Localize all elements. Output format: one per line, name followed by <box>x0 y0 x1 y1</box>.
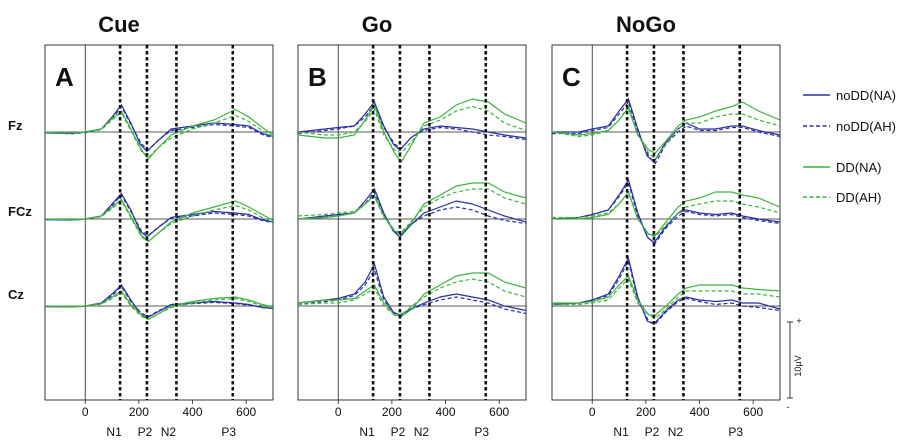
panel-a <box>44 44 274 404</box>
waveform-cz-nodd-na <box>297 262 527 316</box>
scale-bar-label: 10µV <box>793 355 803 376</box>
waveform-fcz-nodd-ah <box>297 190 527 237</box>
component-label-p3: P3 <box>221 425 236 439</box>
panel-title-a: Cue <box>98 12 140 37</box>
waveform-cz-dd-ah <box>552 277 781 319</box>
legend: noDD(NA) noDD(AH) DD(NA) DD(AH) <box>803 88 896 205</box>
component-label-n2: N2 <box>668 425 684 439</box>
scale-bar: + - 10µV <box>787 316 804 412</box>
component-label-n1: N1 <box>613 425 629 439</box>
panel-b <box>297 44 527 404</box>
waveform-cz-dd-na <box>552 274 781 316</box>
waveform-fcz-nodd-ah <box>551 181 781 244</box>
waveform-fcz-dd-ah <box>552 190 781 238</box>
waveform-fz-nodd-ah <box>552 100 781 165</box>
x-tick-label: 600 <box>236 405 256 419</box>
waveform-cz-nodd-ah <box>551 259 781 325</box>
panel-frame <box>297 44 527 401</box>
waveform-fz-nodd-na <box>552 97 781 163</box>
component-label-p2: P2 <box>391 425 406 439</box>
waveform-fz-dd-ah <box>44 111 274 159</box>
x-tick-label: 200 <box>636 405 656 419</box>
panel-title-c: NoGo <box>616 12 676 37</box>
waveform-fz-nodd-ah <box>297 103 527 150</box>
waveform-cz-dd-ah <box>44 291 274 321</box>
electrode-label-fz: Fz <box>8 118 23 133</box>
legend-label-2: DD(NA) <box>836 160 882 175</box>
scale-bar-minus: - <box>787 402 790 412</box>
x-tick-label: 0 <box>589 405 596 419</box>
labels-layer: Cue A 0 200 400 600 N1 P2 N2 P3 Go B 0 200 400 600 N1 P2 N… <box>8 12 764 439</box>
waveform-fz-dd-na <box>297 98 527 164</box>
x-tick-label: 600 <box>489 405 509 419</box>
x-tick-label: 600 <box>743 405 763 419</box>
waveform-cz-nodd-na <box>551 256 781 325</box>
panel-title-b: Go <box>362 12 393 37</box>
component-label-n2: N2 <box>161 425 177 439</box>
panel-letter-a: A <box>55 62 74 92</box>
x-tick-label: 0 <box>335 405 342 419</box>
component-label-p3: P3 <box>474 425 489 439</box>
waveform-fcz-nodd-na <box>44 192 274 238</box>
waveform-cz-nodd-ah <box>297 268 527 316</box>
waveform-fcz-dd-na <box>552 190 781 237</box>
waveform-fz-dd-ah <box>551 105 781 160</box>
electrode-label-cz: Cz <box>8 287 24 302</box>
x-tick-label: 400 <box>690 405 710 419</box>
waveform-fz-dd-ah <box>297 105 527 154</box>
waveform-cz-dd-na <box>44 290 274 321</box>
panel-letter-c: C <box>562 62 581 92</box>
component-label-n2: N2 <box>414 425 430 439</box>
waveform-cz-dd-na <box>297 272 527 318</box>
waveform-cz-nodd-ah <box>44 285 274 318</box>
waveform-fcz-nodd-na <box>551 178 781 244</box>
panel-frame <box>44 44 274 401</box>
component-label-n1: N1 <box>359 425 375 439</box>
component-label-p3: P3 <box>728 425 743 439</box>
x-tick-label: 400 <box>436 405 456 419</box>
x-tick-label: 200 <box>129 405 149 419</box>
waveform-fcz-nodd-na <box>297 187 527 238</box>
component-label-n1: N1 <box>106 425 122 439</box>
legend-label-3: DD(AH) <box>836 190 882 205</box>
waveform-fcz-nodd-ah <box>44 193 274 237</box>
panel-letter-b: B <box>308 62 327 92</box>
panel-frame <box>551 44 781 401</box>
x-tick-label: 200 <box>382 405 402 419</box>
panel-c <box>551 44 781 404</box>
x-tick-label: 0 <box>82 405 89 419</box>
waveform-fz-dd-na <box>44 108 274 160</box>
waveform-fz-nodd-ah <box>44 105 274 151</box>
x-tick-label: 400 <box>183 405 203 419</box>
legend-label-0: noDD(NA) <box>836 88 896 103</box>
waveform-fcz-dd-na <box>44 198 274 243</box>
waveform-fcz-dd-ah <box>44 200 274 243</box>
electrode-label-fcz: FCz <box>8 204 32 219</box>
waveform-fcz-dd-na <box>297 182 527 235</box>
component-label-p2: P2 <box>645 425 660 439</box>
legend-label-1: noDD(AH) <box>836 119 896 134</box>
scale-bar-plus: + <box>796 316 801 326</box>
component-label-p2: P2 <box>138 425 153 439</box>
panels-layer <box>44 44 781 404</box>
